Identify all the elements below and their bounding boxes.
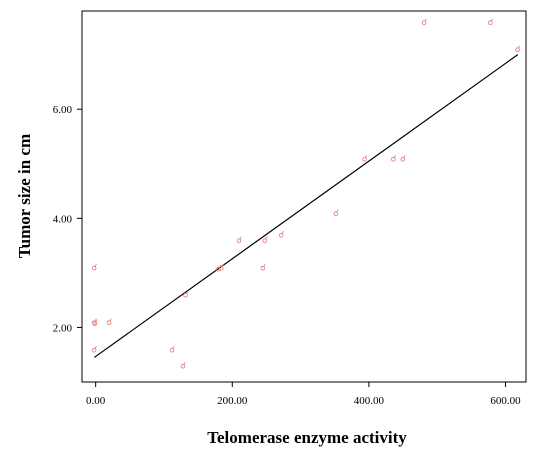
data-point: ☌ [236, 236, 242, 246]
data-point: ☌ [262, 236, 268, 246]
y-axis-title: Tumor size in cm [15, 134, 34, 258]
data-point: ☌ [390, 154, 396, 164]
data-point: ☌ [180, 362, 186, 372]
x-tick-label: 400.00 [354, 395, 385, 407]
data-point: ☌ [169, 345, 175, 355]
data-point: ☌ [91, 345, 97, 355]
data-point: ☌ [91, 318, 97, 328]
data-point: ☌ [362, 154, 368, 164]
data-point: ☌ [183, 291, 189, 301]
data-point: ☌ [218, 263, 224, 273]
x-axis-title: Telomerase enzyme activity [207, 428, 407, 447]
y-tick-label: 4.00 [53, 213, 73, 225]
data-point: ☌ [278, 231, 284, 241]
y-tick-label: 6.00 [53, 104, 73, 116]
y-tick-label: 2.00 [53, 322, 73, 334]
x-tick-label: 0.00 [86, 395, 106, 407]
data-point: ☌ [106, 318, 112, 328]
regression-line [93, 54, 519, 358]
data-point: ☌ [515, 45, 521, 55]
data-point: ☌ [421, 18, 427, 28]
points-layer: ☌☌☌☌☌☌☌☌☌☌☌☌☌☌☌☌ ☌ ☌☌ ☌☌ [91, 18, 521, 372]
data-point: ☌ [400, 154, 406, 164]
fit-line-layer [93, 54, 519, 358]
data-point: ☌ [216, 265, 222, 275]
x-tick-label: 600.00 [490, 395, 521, 407]
data-point: ☌ [260, 263, 266, 273]
data-point: ☌ [92, 319, 98, 329]
data-point: ☌ [333, 209, 339, 219]
data-point: ☌ [91, 263, 97, 273]
data-point: ☌ [487, 18, 493, 28]
tick-layer: 0.00 200.00 400.00 600.00 2.00 4.00 6.00 [53, 104, 521, 407]
x-tick-label: 200.00 [217, 395, 248, 407]
plot-frame [81, 10, 527, 383]
